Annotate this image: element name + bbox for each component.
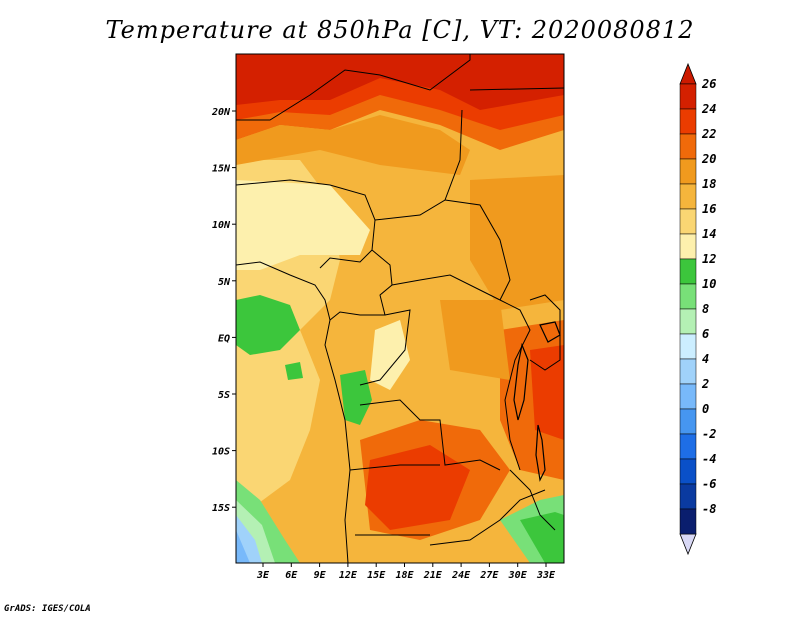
colorbar-swatch [679, 508, 697, 535]
temperature-field [236, 54, 564, 563]
colorbar-swatch [679, 333, 697, 360]
lon-tick-label: 12E [339, 570, 358, 581]
colorbar-label: 8 [702, 302, 709, 316]
lake-victoria [539, 321, 561, 343]
lon-tick-label: 15E [367, 570, 386, 581]
lat-tick-label: 5N [218, 277, 231, 288]
colorbar-swatch [679, 108, 697, 135]
colorbar-swatch [679, 433, 697, 460]
lat-tick-label: 10N [212, 220, 231, 231]
field-2-4 [236, 530, 250, 563]
lon-tick-label: 18E [395, 570, 414, 581]
lon-tick-label: 33E [536, 570, 556, 581]
lat-tick-label: EQ [218, 333, 230, 344]
colorbar-label: 0 [702, 402, 709, 416]
colorbar-label: 2 [701, 377, 709, 391]
lat-tick-label: 15N [212, 164, 231, 175]
field-14-16-congo [370, 320, 410, 390]
colorbar-label: -4 [702, 452, 716, 466]
field-14-16-nigeria [236, 180, 370, 270]
colorbar-swatch [679, 408, 697, 435]
border-drc-east [499, 299, 531, 471]
lon-tick-label: 9E [314, 570, 327, 581]
colorbar-label: 16 [702, 202, 716, 216]
colorbar-top-triangle [679, 62, 697, 85]
colorbar-swatch [679, 158, 697, 185]
colorbar-swatch [679, 283, 697, 310]
lat-tick-label: 10S [212, 447, 230, 458]
credit-label: GrADS: IGES/COLA [4, 604, 91, 614]
field-12-14-patch [285, 362, 303, 380]
colorbar-bottom-triangle [679, 533, 697, 556]
colorbar-swatch [679, 133, 697, 160]
border-angola-namibia [349, 464, 440, 471]
colorbar-swatch [679, 458, 697, 485]
colorbar-swatch [679, 483, 697, 510]
colorbar-label: 24 [701, 102, 716, 116]
border-mozambique [509, 469, 556, 531]
border-cameroon [329, 249, 393, 321]
latitude-axis: 20N 15N 10N 5N EQ 5S 10S 15S [211, 107, 236, 514]
colorbar-swatch [679, 258, 697, 285]
colorbar-label: 12 [702, 252, 716, 266]
colorbar-label: 20 [701, 152, 716, 166]
field-20-22-sahel [236, 115, 470, 175]
border-sahara [236, 54, 471, 121]
colorbar-label: -6 [702, 477, 716, 491]
colorbar-swatch [679, 233, 697, 260]
colorbar-label: 22 [701, 127, 716, 141]
lat-tick-label: 15S [212, 503, 230, 514]
lat-tick-label: 20N [211, 107, 231, 118]
colorbar-swatch [679, 358, 697, 385]
colorbar-swatch [679, 183, 697, 210]
border-egypt-sudan [469, 87, 564, 91]
colorbar-label: 26 [701, 77, 716, 91]
border-car-south [391, 274, 501, 301]
colorbar-label: 4 [702, 352, 709, 366]
field-20-22-center [440, 300, 510, 380]
longitude-axis: 3E 6E 9E 12E 15E 18E 21E 24E 27E 30E 33E [256, 563, 556, 581]
field-above-26-north [236, 54, 564, 110]
colorbar-swatch [679, 83, 697, 110]
border-sudan [444, 199, 511, 301]
colorbar-swatch [679, 308, 697, 335]
lon-tick-label: 30E [508, 570, 528, 581]
field-24-26-east [530, 345, 564, 440]
border-botswana-zimbabwe [429, 489, 546, 546]
colorbar-label: -8 [702, 502, 716, 516]
lake-tanganyika [513, 342, 529, 421]
lon-tick-label: 24E [451, 570, 471, 581]
lon-tick-label: 21E [423, 570, 443, 581]
field-12-14-se [520, 512, 564, 563]
colorbar-swatch [679, 383, 697, 410]
colorbar-label: 10 [702, 277, 716, 291]
coastline-west [236, 261, 351, 563]
border-congo [359, 309, 411, 386]
map-frame [235, 53, 565, 564]
chart-title: Temperature at 850hPa [C], VT: 202008081… [105, 16, 695, 44]
lake-malawi [535, 424, 546, 482]
lat-tick-label: 5S [218, 390, 230, 401]
colorbar-swatch [679, 208, 697, 235]
colorbar-label: 18 [702, 177, 716, 191]
colorbar-label: -2 [702, 427, 716, 441]
lakes [513, 321, 561, 482]
lon-tick-label: 3E [256, 570, 270, 581]
colorbar-label: 6 [702, 327, 709, 341]
colorbar-label: 14 [702, 227, 716, 241]
border-angola-drc [359, 399, 501, 471]
field-20-22-east [470, 175, 564, 310]
lon-tick-label: 6E [285, 570, 298, 581]
lon-tick-label: 27E [479, 570, 499, 581]
field-12-14-ocean [236, 295, 300, 355]
